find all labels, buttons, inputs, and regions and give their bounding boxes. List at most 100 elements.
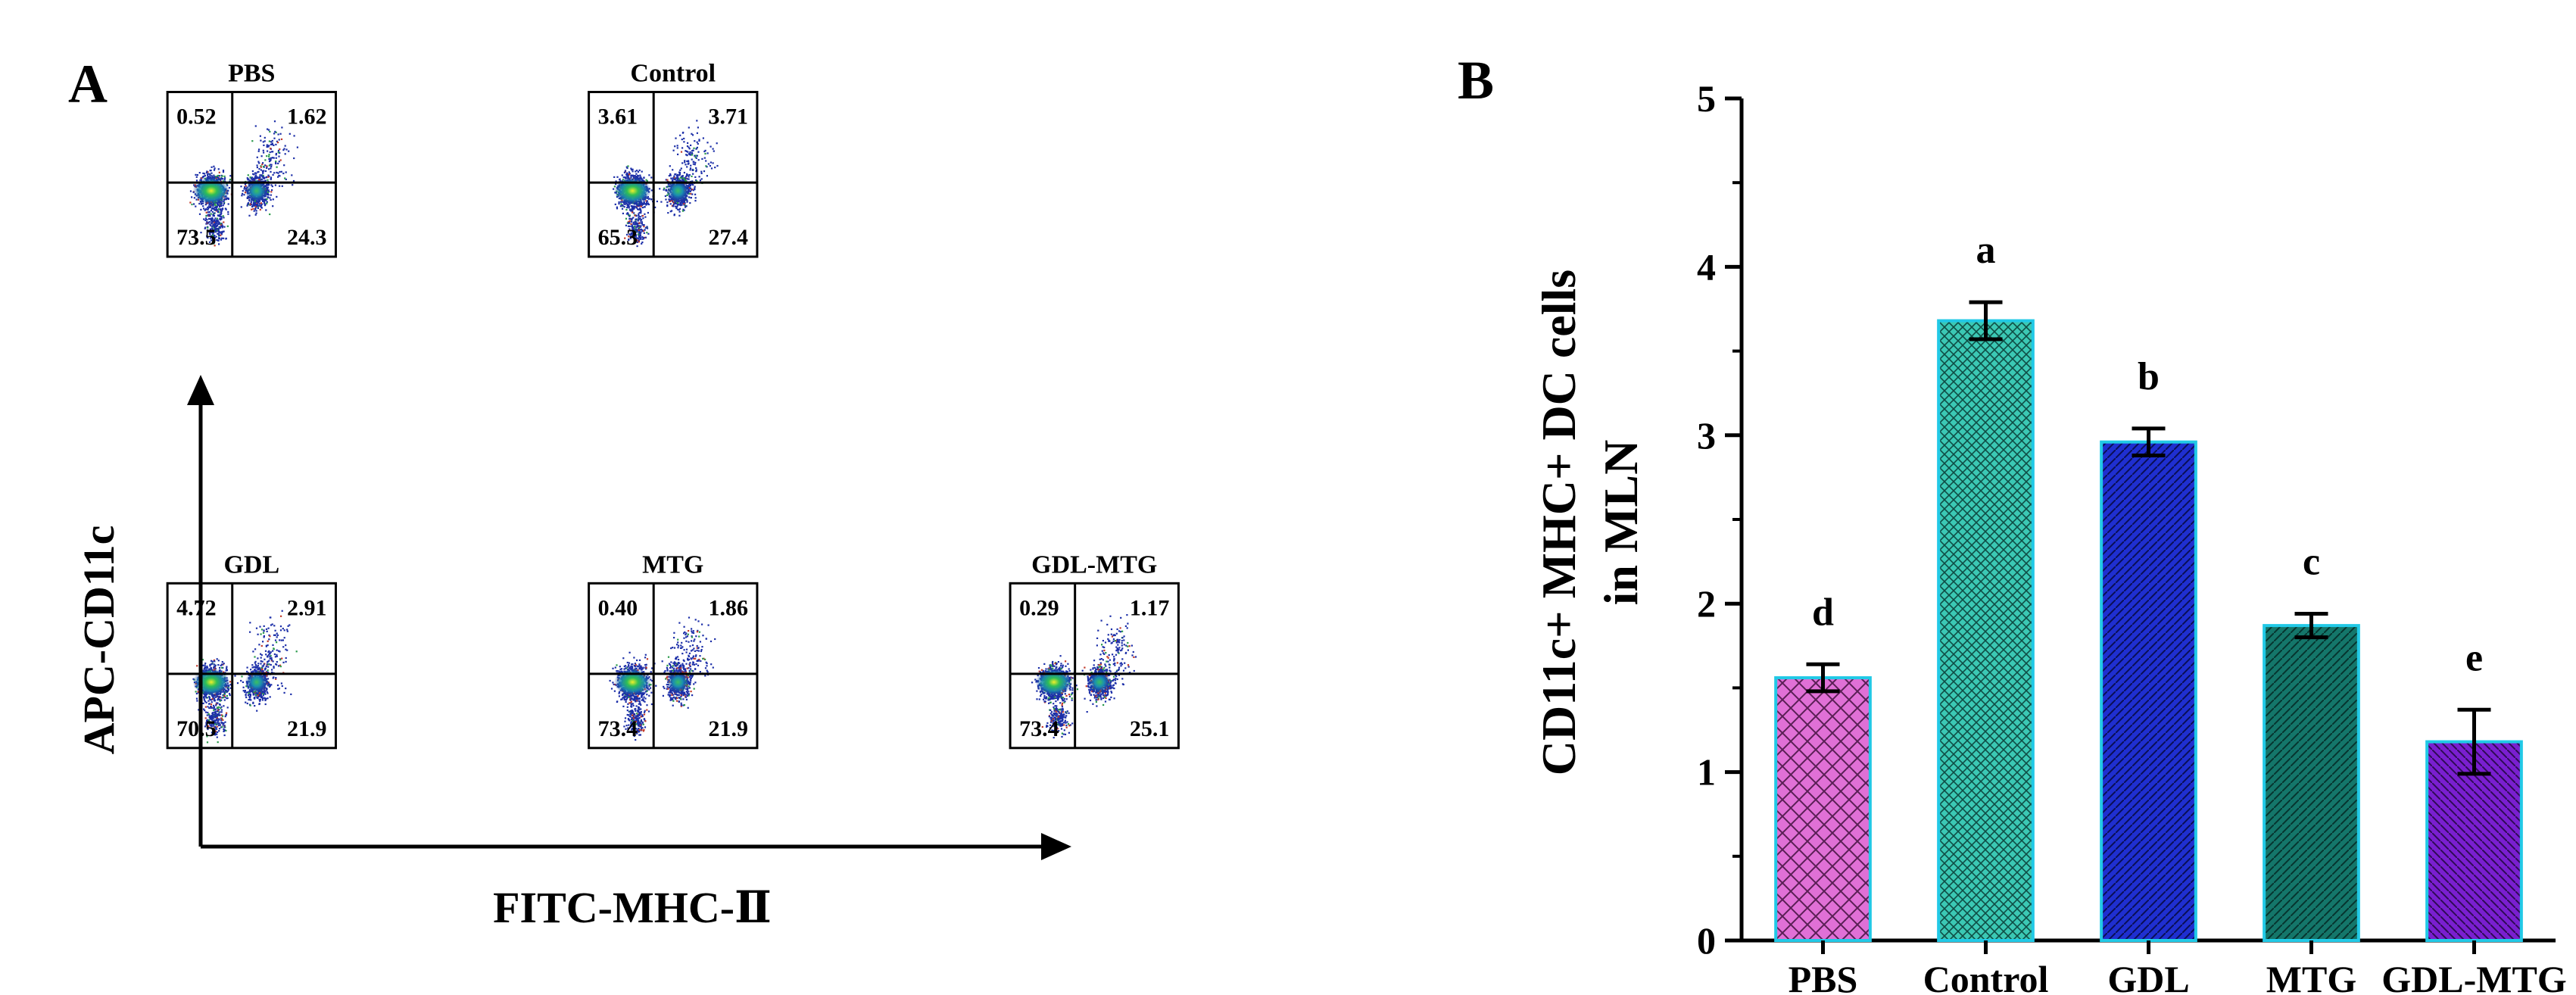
flow-event-dot [267, 179, 269, 181]
flow-event-dot [214, 220, 217, 223]
flow-event-dot [206, 170, 208, 173]
flow-event-dot [681, 179, 684, 181]
flow-event-dot [642, 238, 644, 240]
flow-event-dot [263, 170, 265, 172]
flow-event-dot [218, 171, 220, 173]
flow-event-dot [220, 223, 223, 225]
flow-event-dot [226, 690, 229, 692]
flow-event-dot [229, 687, 232, 689]
flow-event-dot [633, 234, 635, 236]
flow-event-dot [627, 173, 629, 176]
flow-event-dot [257, 207, 259, 209]
flow-event-dot [672, 169, 674, 171]
flow-event-dot [279, 170, 281, 173]
flow-event-dot [215, 228, 217, 230]
flow-event-dot [614, 203, 616, 205]
flow-event-dot [644, 236, 647, 239]
flow-event-dot [628, 220, 631, 223]
flow-event-dot [663, 187, 666, 189]
flow-event-dot [214, 696, 217, 698]
flow-event-dot [248, 179, 251, 182]
flow-event-dot [634, 214, 636, 217]
flow-event-dot [270, 164, 273, 166]
flow-event-dot [681, 204, 683, 206]
flow-event-dot [202, 702, 204, 704]
flow-event-dot [280, 170, 282, 173]
flow-event-dot [709, 161, 712, 164]
flow-event-dot [217, 174, 219, 177]
flow-event-dot [675, 176, 678, 179]
flow-event-dot [262, 200, 264, 202]
flow-event-dot [211, 219, 214, 221]
flow-event-dot [644, 216, 647, 218]
flow-event-dot [646, 232, 648, 234]
flow-event-dot [256, 697, 258, 699]
flow-event-dot [211, 223, 213, 225]
flow-event-dot [212, 204, 214, 207]
flow-event-dot [691, 150, 693, 152]
flow-event-dot [255, 665, 257, 667]
flow-event-dot [638, 241, 640, 243]
flow-event-dot [195, 205, 197, 207]
flow-event-dot [644, 226, 647, 229]
flow-event-dot [211, 175, 213, 177]
flow-event-dot [696, 132, 698, 134]
flow-event-dot [663, 189, 665, 191]
flow-event-dot [264, 690, 267, 693]
flow-event-dot [716, 142, 718, 145]
flow-event-dot [211, 227, 214, 229]
flow-event-dot [693, 147, 695, 149]
flow-event-dot [214, 700, 216, 702]
flow-event-dot [626, 212, 628, 214]
flow-event-dot [284, 153, 286, 155]
flow-event-dot [215, 235, 217, 238]
flow-event-dot [270, 164, 272, 166]
flow-event-dot [640, 237, 642, 239]
flow-event-dot [273, 137, 276, 139]
flow-event-dot [633, 226, 636, 228]
flow-event-dot [218, 211, 220, 214]
flow-event-dot [279, 175, 281, 177]
flow-event-dot [283, 164, 285, 167]
flow-event-dot [632, 168, 634, 170]
flow-event-dot [257, 205, 260, 207]
flow-event-dot [225, 208, 227, 211]
flow-event-dot [685, 198, 687, 201]
flow-event-dot [209, 173, 211, 176]
flow-event-dot [260, 204, 263, 206]
flow-event-dot [641, 203, 644, 205]
flow-event-dot [270, 176, 273, 179]
flow-event-dot [208, 211, 211, 214]
flow-event-dot [206, 235, 208, 237]
flow-event-dot [204, 667, 207, 669]
flow-event-dot [264, 176, 266, 179]
flow-event-dot [207, 700, 210, 702]
flow-event-dot [688, 153, 690, 155]
flow-event-dot [688, 187, 691, 189]
flow-event-dot [635, 206, 638, 208]
flow-event-dot [213, 230, 215, 232]
flow-event-dot [639, 204, 641, 206]
flow-event-dot [642, 217, 644, 220]
flow-event-dot [676, 202, 678, 204]
flow-event-dot [281, 126, 283, 129]
flow-event-dot [626, 207, 628, 209]
flow-event-dot [246, 702, 248, 705]
flow-event-dot [206, 697, 208, 699]
flow-event-dot [635, 230, 637, 232]
flow-event-dot [265, 675, 268, 677]
flow-event-dot [633, 231, 635, 233]
flow-event-dot [625, 213, 628, 215]
flow-event-dot [650, 189, 653, 192]
flow-event-dot [676, 208, 679, 211]
flow-event-dot [643, 226, 645, 228]
flow-event-dot [270, 165, 273, 168]
flow-event-dot [703, 170, 706, 173]
flow-event-dot [193, 184, 195, 186]
flow-event-dot [204, 706, 207, 708]
flow-event-dot [260, 205, 262, 207]
flow-event-dot [622, 176, 625, 179]
flow-event-dot [632, 234, 635, 236]
flow-event-dot [684, 176, 686, 179]
flow-event-dot [628, 228, 631, 230]
